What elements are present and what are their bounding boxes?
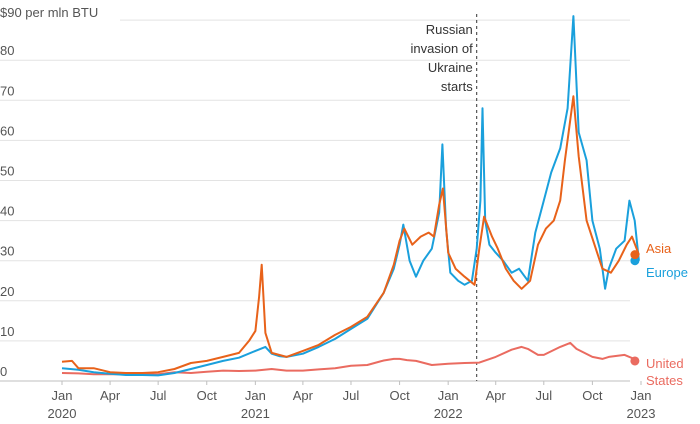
grid-lines: [0, 19, 630, 382]
y-tick-label: 10: [0, 324, 14, 339]
series-label: Europe: [646, 265, 688, 280]
x-tick-label: Jan: [631, 388, 652, 403]
invasion-annotation: Russian invasion of Ukraine starts: [411, 14, 478, 381]
x-tick-label: Apr: [293, 388, 314, 403]
x-tick-label: Apr: [486, 388, 507, 403]
series-label: United: [646, 356, 684, 371]
y-tick-label: 50: [0, 164, 14, 179]
y-tick-label: 70: [0, 83, 14, 98]
series-label: Asia: [646, 241, 672, 256]
x-tick-labels: Jan 2020 Apr Jul Oct Jan 2021 Apr Jul Oct Jan 2022 A…: [48, 381, 656, 421]
x-tick-label: Jan: [438, 388, 459, 403]
y-tick-label: 80: [0, 43, 14, 58]
series-label: States: [646, 373, 683, 388]
x-tick-label: Apr: [100, 388, 121, 403]
x-tick-year: 2023: [627, 406, 656, 421]
y-tick-label: 0: [0, 364, 7, 379]
x-tick-label: Jan: [52, 388, 73, 403]
annotation-text: Ukraine: [428, 60, 473, 75]
series-end-dot: [630, 250, 640, 260]
x-tick-label: Oct: [582, 388, 603, 403]
annotation-text: Russian: [426, 22, 473, 37]
y-tick-label: 60: [0, 123, 14, 138]
x-tick-year: 2020: [48, 406, 77, 421]
annotation-text: starts: [441, 79, 473, 94]
series-end-dot: [630, 356, 640, 366]
x-tick-year: 2021: [241, 406, 270, 421]
y-axis-title: $90 per mln BTU: [0, 5, 98, 20]
x-tick-label: Oct: [197, 388, 218, 403]
y-tick-labels: 0 10 20 30 40 50 60 70 80: [0, 43, 14, 379]
x-tick-label: Jul: [150, 388, 167, 403]
y-tick-label: 40: [0, 204, 14, 219]
annotation-text: invasion of: [411, 41, 474, 56]
y-tick-label: 20: [0, 284, 14, 299]
x-tick-label: Oct: [389, 388, 410, 403]
series-end-labels: Europe Asia United States: [630, 241, 688, 388]
x-tick-label: Jul: [343, 388, 360, 403]
x-tick-label: Jul: [535, 388, 552, 403]
y-tick-label: 30: [0, 244, 14, 259]
series-lines: [61, 15, 640, 377]
series-line-europe: [61, 15, 640, 377]
series-line-united-states: [61, 341, 640, 376]
x-tick-label: Jan: [245, 388, 266, 403]
x-tick-year: 2022: [434, 406, 463, 421]
series-line-asia: [61, 95, 640, 374]
